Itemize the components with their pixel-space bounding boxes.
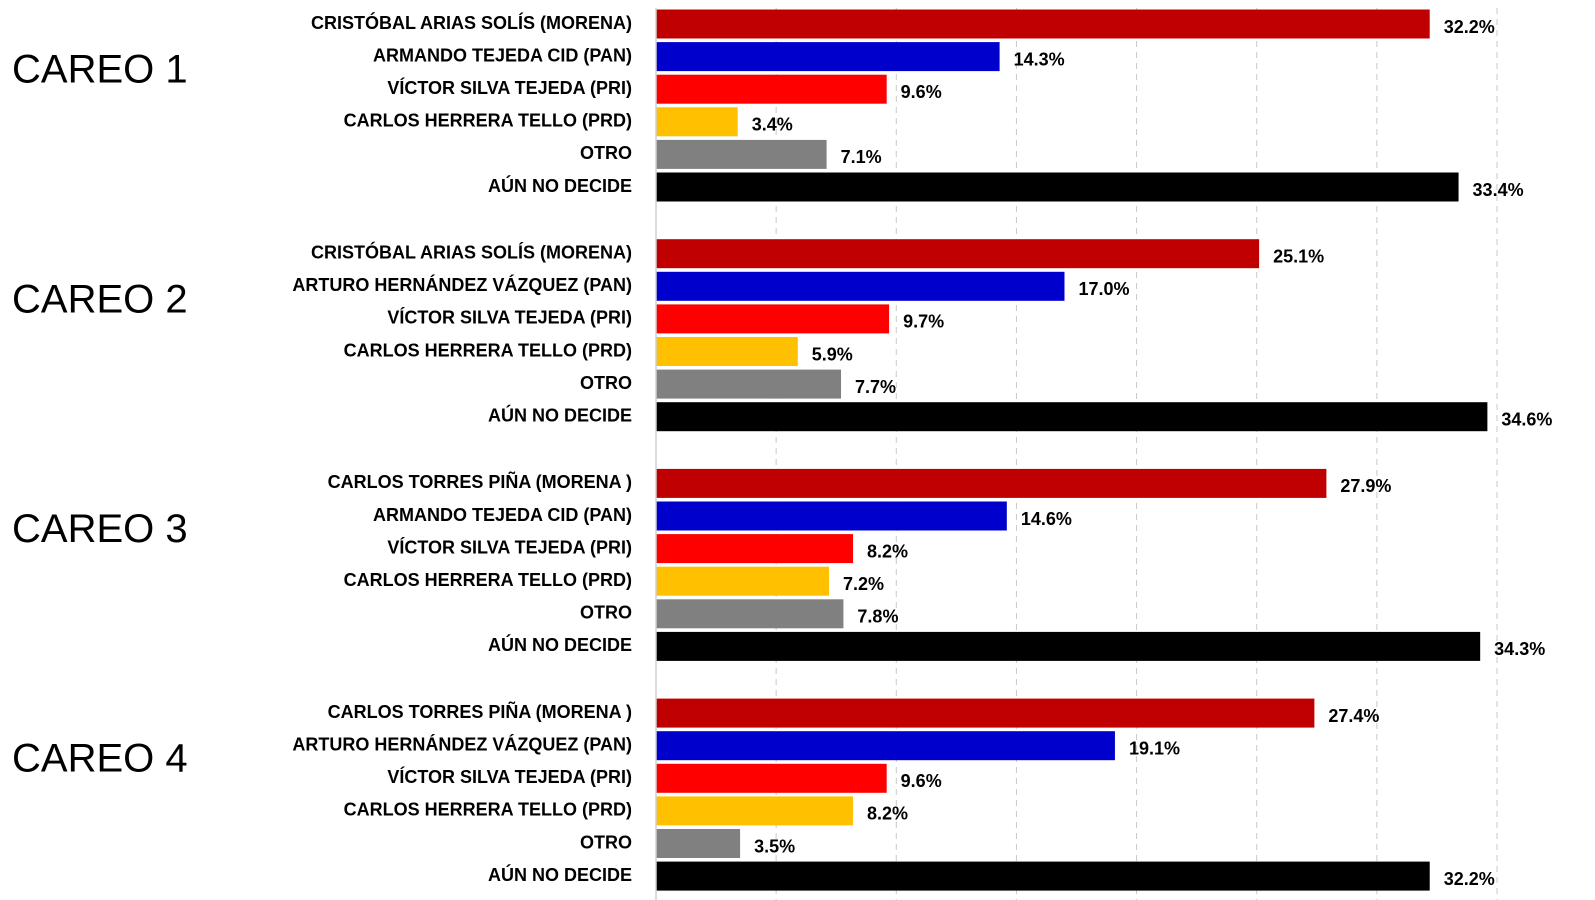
category-label: CARLOS TORRES PIÑA (MORENA ) xyxy=(328,701,632,722)
category-label: ARTURO HERNÁNDEZ VÁZQUEZ (PAN) xyxy=(292,274,632,295)
category-label: CRISTÓBAL ARIAS SOLÍS (MORENA) xyxy=(311,241,632,262)
group-label: CAREO 2 xyxy=(12,277,188,321)
bar xyxy=(656,304,890,334)
category-label: ARTURO HERNÁNDEZ VÁZQUEZ (PAN) xyxy=(292,733,632,754)
bar xyxy=(656,861,1430,891)
value-label: 34.6% xyxy=(1501,409,1552,429)
value-label: 7.1% xyxy=(841,147,882,167)
category-label: CARLOS HERRERA TELLO (PRD) xyxy=(344,800,632,820)
bar xyxy=(656,599,844,629)
value-label: 14.3% xyxy=(1014,49,1065,69)
category-label: VÍCTOR SILVA TEJEDA (PRI) xyxy=(387,307,632,328)
bar xyxy=(656,9,1430,39)
bar xyxy=(656,337,798,366)
category-label: CARLOS TORRES PIÑA (MORENA ) xyxy=(328,471,632,492)
group-label: CAREO 1 xyxy=(12,48,188,92)
bar xyxy=(656,369,842,399)
value-label: 27.9% xyxy=(1340,476,1391,496)
value-label: 7.7% xyxy=(855,377,896,397)
value-label: 17.0% xyxy=(1078,279,1129,299)
bar xyxy=(656,271,1065,301)
value-label: 8.2% xyxy=(867,541,908,561)
value-label: 27.4% xyxy=(1328,706,1379,726)
category-label: OTRO xyxy=(580,143,632,163)
category-label: CARLOS HERRERA TELLO (PRD) xyxy=(344,111,632,131)
value-label: 5.9% xyxy=(812,344,853,364)
category-label: CARLOS HERRERA TELLO (PRD) xyxy=(344,570,632,590)
value-label: 7.2% xyxy=(843,574,884,594)
bar xyxy=(656,731,1115,761)
category-label: OTRO xyxy=(580,832,632,852)
bar xyxy=(656,698,1315,728)
bar xyxy=(656,139,827,169)
category-label: VÍCTOR SILVA TEJEDA (PRI) xyxy=(387,766,632,787)
value-label: 8.2% xyxy=(867,804,908,824)
bar xyxy=(656,763,887,793)
value-label: 32.2% xyxy=(1444,17,1495,37)
category-label: AÚN NO DECIDE xyxy=(488,864,632,885)
value-label: 9.7% xyxy=(903,312,944,332)
category-label: ARMANDO TEJEDA CID (PAN) xyxy=(373,505,632,525)
bar xyxy=(656,42,1000,72)
value-label: 7.8% xyxy=(857,607,898,627)
value-label: 25.1% xyxy=(1273,246,1324,266)
category-label: AÚN NO DECIDE xyxy=(488,634,632,655)
value-label: 33.4% xyxy=(1473,180,1524,200)
bar xyxy=(656,534,854,564)
bar xyxy=(656,172,1459,202)
value-label: 34.3% xyxy=(1494,639,1545,659)
category-label: VÍCTOR SILVA TEJEDA (PRI) xyxy=(387,77,632,98)
value-label: 3.4% xyxy=(752,115,793,135)
value-label: 3.5% xyxy=(754,836,795,856)
bar xyxy=(656,566,830,596)
category-label: VÍCTOR SILVA TEJEDA (PRI) xyxy=(387,536,632,557)
bar xyxy=(656,107,738,137)
bar xyxy=(656,74,887,104)
value-label: 14.6% xyxy=(1021,509,1072,529)
category-label: OTRO xyxy=(580,603,632,623)
category-label: AÚN NO DECIDE xyxy=(488,404,632,425)
bar xyxy=(656,239,1260,269)
bar xyxy=(656,796,854,826)
bar xyxy=(656,402,1488,432)
category-label: CRISTÓBAL ARIAS SOLÍS (MORENA) xyxy=(311,12,632,33)
group-label: CAREO 4 xyxy=(12,737,188,781)
category-label: CARLOS HERRERA TELLO (PRD) xyxy=(344,340,632,360)
bar xyxy=(656,631,1481,661)
value-label: 19.1% xyxy=(1129,738,1180,758)
category-label: OTRO xyxy=(580,373,632,393)
value-label: 32.2% xyxy=(1444,869,1495,889)
category-label: ARMANDO TEJEDA CID (PAN) xyxy=(373,45,632,65)
bar xyxy=(656,501,1007,531)
bar xyxy=(656,468,1327,498)
category-label: AÚN NO DECIDE xyxy=(488,175,632,196)
bar xyxy=(656,829,741,858)
value-label: 9.6% xyxy=(901,82,942,102)
value-label: 9.6% xyxy=(901,771,942,791)
group-label: CAREO 3 xyxy=(12,507,188,551)
